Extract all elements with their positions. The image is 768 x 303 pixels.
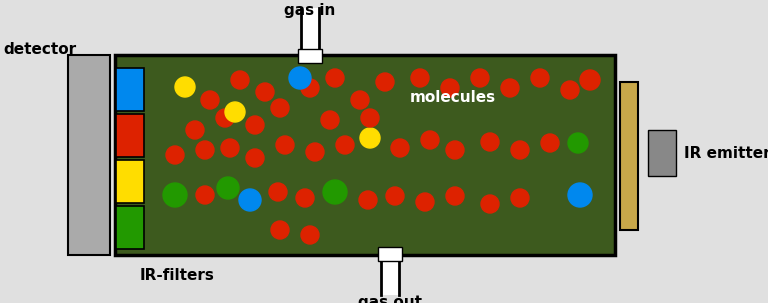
Bar bbox=[116, 160, 144, 203]
Circle shape bbox=[326, 69, 344, 87]
Circle shape bbox=[391, 139, 409, 157]
Bar bbox=[68, 55, 110, 255]
Circle shape bbox=[196, 141, 214, 159]
Circle shape bbox=[186, 121, 204, 139]
Circle shape bbox=[481, 195, 499, 213]
Circle shape bbox=[301, 226, 319, 244]
Circle shape bbox=[163, 183, 187, 207]
Circle shape bbox=[246, 149, 264, 167]
Circle shape bbox=[231, 71, 249, 89]
Circle shape bbox=[166, 146, 184, 164]
Text: IR emitter: IR emitter bbox=[684, 145, 768, 161]
Circle shape bbox=[361, 109, 379, 127]
Text: molecules: molecules bbox=[410, 90, 496, 105]
Circle shape bbox=[561, 81, 579, 99]
Circle shape bbox=[321, 111, 339, 129]
Bar bbox=[648, 130, 676, 176]
Circle shape bbox=[256, 83, 274, 101]
Circle shape bbox=[411, 69, 429, 87]
Circle shape bbox=[481, 133, 499, 151]
Circle shape bbox=[271, 221, 289, 239]
Circle shape bbox=[201, 91, 219, 109]
Circle shape bbox=[196, 186, 214, 204]
Bar bbox=[301, 8, 319, 55]
Circle shape bbox=[296, 189, 314, 207]
Bar bbox=[116, 114, 144, 157]
Circle shape bbox=[416, 193, 434, 211]
Circle shape bbox=[225, 102, 245, 122]
Circle shape bbox=[531, 69, 549, 87]
Text: detector: detector bbox=[3, 42, 76, 57]
Circle shape bbox=[306, 143, 324, 161]
Circle shape bbox=[351, 91, 369, 109]
Circle shape bbox=[446, 141, 464, 159]
Text: IR-filters: IR-filters bbox=[140, 268, 215, 283]
Bar bbox=[381, 255, 399, 295]
Circle shape bbox=[386, 187, 404, 205]
Circle shape bbox=[511, 141, 529, 159]
Bar bbox=[116, 68, 144, 111]
Text: gas out: gas out bbox=[358, 295, 422, 303]
Circle shape bbox=[376, 73, 394, 91]
Bar bbox=[115, 55, 615, 255]
Circle shape bbox=[446, 187, 464, 205]
Bar bbox=[620, 82, 638, 230]
Circle shape bbox=[276, 136, 294, 154]
Bar bbox=[116, 206, 144, 249]
Text: gas in: gas in bbox=[284, 3, 336, 18]
Circle shape bbox=[289, 67, 311, 89]
Circle shape bbox=[501, 79, 519, 97]
Circle shape bbox=[175, 77, 195, 97]
Circle shape bbox=[511, 189, 529, 207]
Bar bbox=[378, 247, 402, 261]
Circle shape bbox=[421, 131, 439, 149]
Circle shape bbox=[580, 70, 600, 90]
Circle shape bbox=[269, 183, 287, 201]
Circle shape bbox=[246, 116, 264, 134]
Circle shape bbox=[568, 133, 588, 153]
Circle shape bbox=[568, 183, 592, 207]
Circle shape bbox=[301, 79, 319, 97]
Circle shape bbox=[217, 177, 239, 199]
Circle shape bbox=[471, 69, 489, 87]
Circle shape bbox=[359, 191, 377, 209]
Circle shape bbox=[360, 128, 380, 148]
Circle shape bbox=[221, 139, 239, 157]
Circle shape bbox=[239, 189, 261, 211]
Circle shape bbox=[336, 136, 354, 154]
Circle shape bbox=[323, 180, 347, 204]
Bar bbox=[298, 49, 322, 63]
Circle shape bbox=[441, 79, 459, 97]
Circle shape bbox=[216, 109, 234, 127]
Circle shape bbox=[271, 99, 289, 117]
Circle shape bbox=[541, 134, 559, 152]
